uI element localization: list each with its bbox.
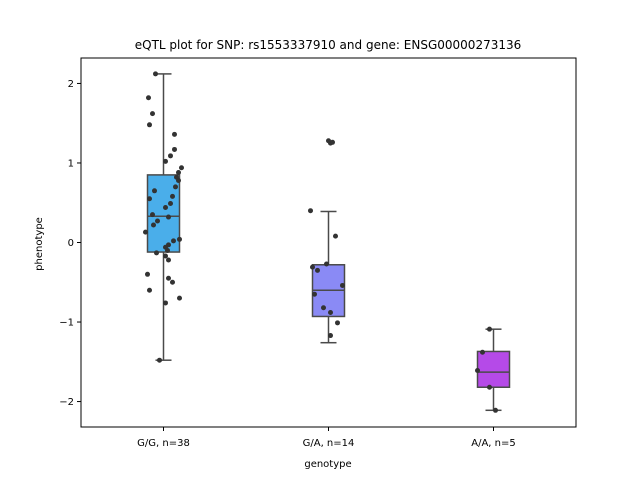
data-point <box>153 71 158 77</box>
chart-title: eQTL plot for SNP: rs1553337910 and gene… <box>135 38 522 52</box>
data-point <box>310 264 315 270</box>
data-point <box>155 218 160 224</box>
axes-frame <box>80 57 577 428</box>
plot-area: −2 −1 0 1 2 G/G, n=38 G/A, n=14 A/A, n=5 <box>59 71 516 449</box>
data-point <box>168 153 173 159</box>
data-point <box>176 170 181 176</box>
data-point <box>163 158 168 164</box>
data-point <box>328 309 333 315</box>
data-point <box>312 291 317 297</box>
data-point <box>333 233 338 239</box>
y-tick-label: 0 <box>68 238 74 249</box>
data-point <box>151 222 156 228</box>
data-point <box>173 184 178 190</box>
data-point <box>171 238 176 244</box>
x-tick-label: A/A, n=5 <box>471 438 516 449</box>
data-point <box>177 295 182 301</box>
x-axis-label: genotype <box>304 459 351 470</box>
data-point <box>321 305 326 311</box>
y-tick-label: 1 <box>68 158 74 169</box>
data-point <box>177 236 182 242</box>
data-point <box>330 139 335 145</box>
data-point <box>147 287 152 293</box>
data-point <box>475 368 480 374</box>
data-point <box>170 193 175 199</box>
data-point <box>172 146 177 152</box>
y-tick-label: −1 <box>59 318 74 329</box>
data-point <box>157 357 162 363</box>
y-tick-label: −2 <box>59 397 74 408</box>
data-point <box>163 253 168 259</box>
data-point <box>487 326 492 332</box>
data-point <box>480 349 485 355</box>
data-point <box>166 257 171 263</box>
data-point <box>150 212 155 218</box>
iqr-box <box>476 350 511 388</box>
data-point <box>163 205 168 211</box>
data-point <box>308 208 313 214</box>
data-point <box>172 131 177 137</box>
data-point <box>170 279 175 285</box>
x-tick-label: G/G, n=38 <box>137 438 190 449</box>
data-point <box>179 165 184 171</box>
data-point <box>143 229 148 235</box>
data-point <box>165 247 170 253</box>
data-point <box>328 333 333 339</box>
data-point <box>335 320 340 326</box>
data-point <box>146 95 151 101</box>
data-point <box>487 384 492 390</box>
data-point <box>147 122 152 128</box>
data-point <box>168 201 173 207</box>
data-point <box>152 188 157 194</box>
x-tick-label: G/A, n=14 <box>303 438 355 449</box>
data-point <box>315 267 320 273</box>
data-point <box>166 214 171 220</box>
data-point <box>176 177 181 183</box>
y-axis-label: phenotype <box>34 217 45 271</box>
data-point <box>340 282 345 288</box>
data-point <box>147 196 152 202</box>
data-point <box>154 250 159 256</box>
data-point <box>163 300 168 306</box>
y-tick-label: 2 <box>68 79 74 90</box>
data-point <box>493 407 498 413</box>
data-point <box>324 261 329 267</box>
data-point <box>150 111 155 117</box>
data-point <box>145 271 150 277</box>
data-point <box>166 275 171 281</box>
